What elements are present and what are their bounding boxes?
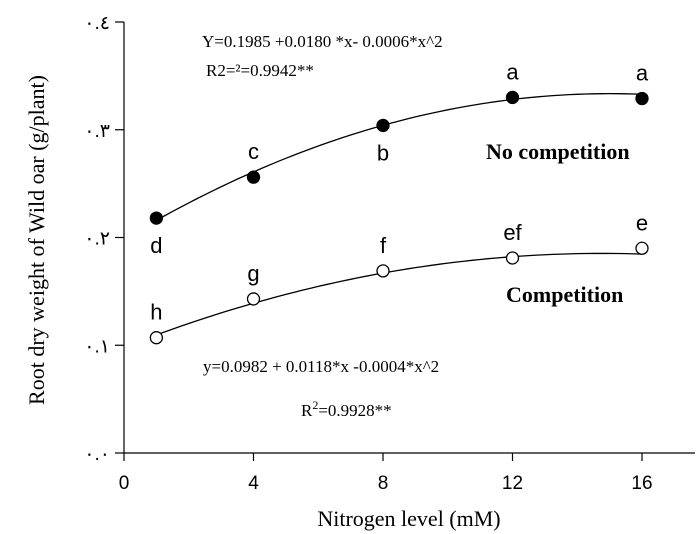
significance-letter: h (150, 300, 162, 325)
significance-letter: ef (503, 220, 522, 245)
series-label-competition: Competition (506, 282, 623, 307)
fit-curve-no-competition (156, 92, 643, 221)
point-competition-8 (376, 264, 390, 278)
point-competition-12 (505, 251, 520, 265)
r2-competition-base: R (301, 401, 313, 420)
data-points (149, 90, 649, 345)
significance-letter: a (636, 61, 649, 86)
equation-competition: y=0.0982 + 0.0118*x -0.0004*x^2 (203, 357, 439, 376)
significance-letter: d (150, 233, 162, 258)
y-tick-label: ٠.٣ (84, 121, 110, 142)
point-no-competition-16 (635, 91, 649, 106)
significance-letter: e (636, 210, 648, 235)
significance-letters: d c b a a h g f ef e (150, 59, 649, 324)
significance-letter: g (247, 261, 259, 286)
x-axis-ticks: 0 4 8 12 16 (119, 453, 653, 494)
point-competition-1 (149, 331, 164, 345)
significance-letter: b (377, 140, 389, 165)
equation-no-competition: Y=0.1985 +0.0180 *x- 0.0006*x^2 (202, 32, 443, 51)
x-tick-label: 16 (631, 473, 652, 494)
significance-letter: f (380, 233, 387, 258)
point-competition-16 (635, 241, 649, 255)
x-tick-label: 0 (119, 473, 130, 494)
r2-competition-superscript: 2 (312, 398, 318, 412)
fit-curve-competition (156, 252, 643, 336)
point-no-competition-12 (505, 90, 520, 105)
significance-letter: a (506, 59, 519, 84)
x-tick-label: 4 (248, 473, 259, 494)
point-no-competition-8 (376, 118, 390, 133)
y-axis-label: Root dry weight of Wild oar (g/plant) (24, 75, 49, 405)
r2-no-competition: R2=²=0.9942** (206, 61, 314, 80)
y-tick-label: ٠.٠ (84, 444, 110, 465)
r2-competition-value: =0.9928** (318, 401, 391, 420)
point-no-competition-1 (149, 211, 164, 225)
x-tick-label: 12 (502, 473, 523, 494)
r2-competition: R2=0.9928** (301, 398, 392, 420)
y-axis-ticks: ٠.٠ ٠.١ ٠.٢ ٠.٣ ٠.٤ (84, 13, 124, 465)
series-label-no-competition: No competition (486, 139, 630, 164)
significance-letter: c (248, 139, 259, 164)
y-tick-label: ٠.١ (84, 336, 110, 357)
point-competition-4 (246, 292, 261, 306)
y-tick-label: ٠.٢ (84, 229, 110, 250)
x-axis-label: Nitrogen level (mM) (317, 506, 500, 531)
y-tick-label: ٠.٤ (84, 13, 110, 34)
x-tick-label: 8 (378, 473, 389, 494)
point-no-competition-4 (246, 170, 261, 184)
